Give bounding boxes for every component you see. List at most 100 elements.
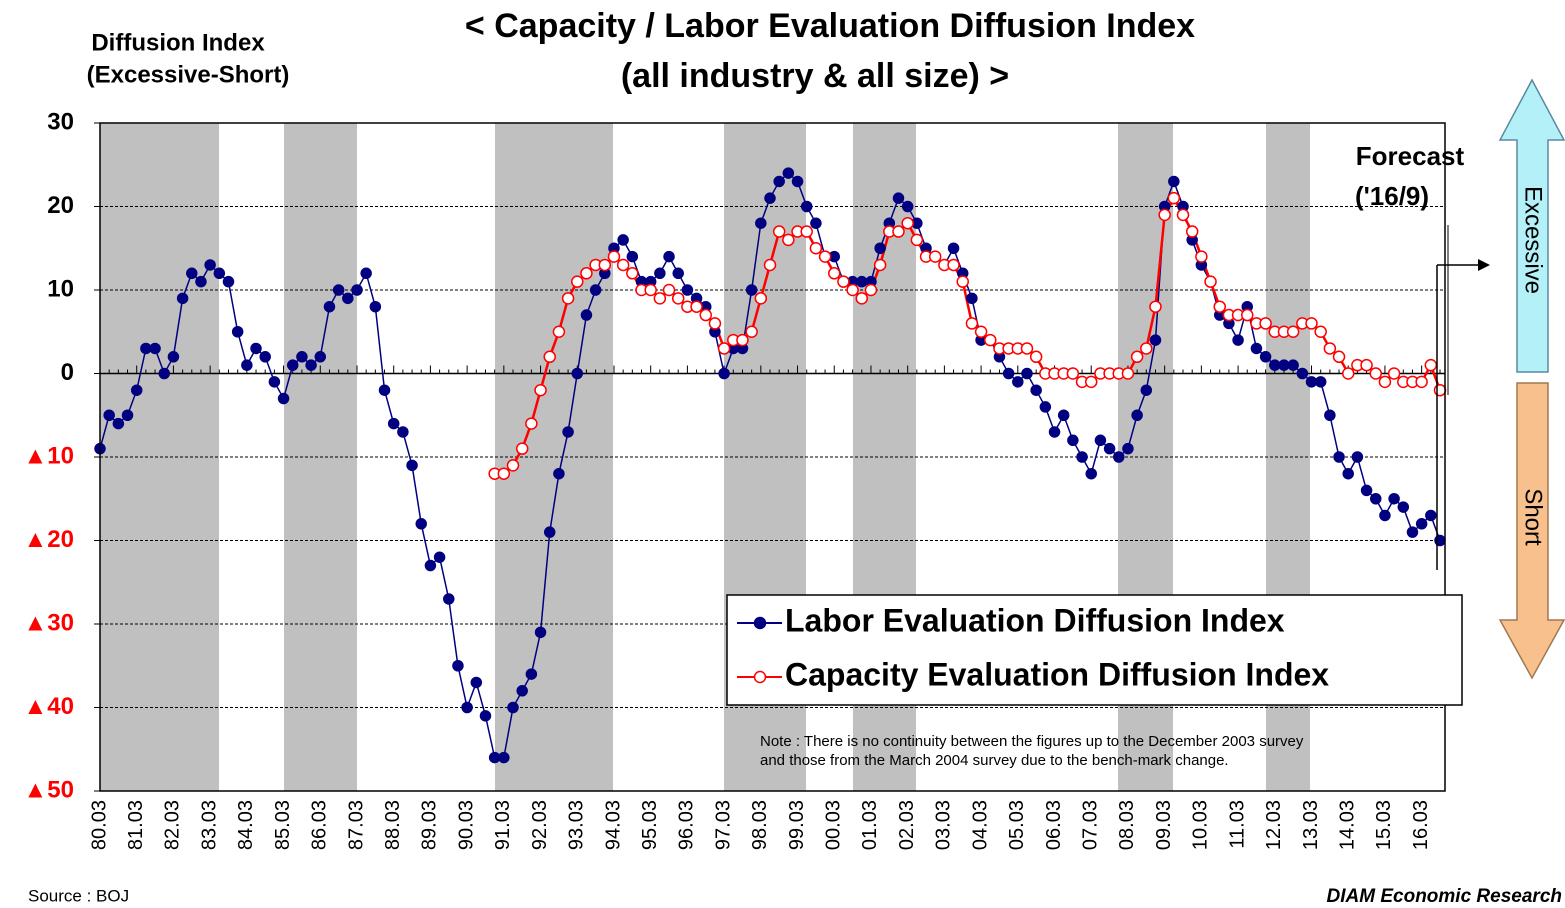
series-point	[1012, 376, 1024, 388]
x-tick-label: 99.03	[786, 800, 808, 850]
series-point	[1176, 208, 1190, 222]
chart-subtitle: (all industry & all size) >	[621, 57, 1009, 95]
series-point	[1415, 375, 1428, 389]
series-point	[1084, 375, 1098, 389]
series-point	[1342, 467, 1354, 480]
series-point	[415, 518, 427, 530]
series-point	[589, 284, 602, 296]
series-point	[1067, 434, 1079, 447]
x-tick-label: 91.03	[492, 800, 514, 850]
series-point	[855, 292, 869, 305]
x-tick-label: 01.03	[859, 800, 881, 850]
x-tick-label: 86.03	[309, 800, 331, 850]
x-tick-label: 14.03	[1337, 800, 1359, 850]
series-point	[213, 267, 226, 280]
y-tick-label: 30	[47, 108, 74, 135]
x-tick-label: 04.03	[969, 800, 991, 850]
x-tick-label: 10.03	[1190, 800, 1212, 850]
series-point	[1131, 409, 1143, 421]
x-tick-label: 02.03	[896, 800, 918, 850]
series-point	[1167, 191, 1181, 205]
series-point	[571, 275, 584, 288]
series-point	[901, 216, 914, 230]
legend-entries: Labor Evaluation Diffusion Index Capacity…	[737, 602, 1329, 692]
y-tick-label: 0	[61, 359, 74, 386]
series-point	[277, 392, 290, 405]
series-point	[231, 326, 244, 338]
series-point	[708, 317, 722, 330]
x-tick-label: 13.03	[1300, 800, 1322, 850]
series-point	[1195, 250, 1208, 263]
series-point	[1250, 342, 1263, 355]
series-point	[928, 250, 942, 263]
x-tick-label: 00.03	[823, 800, 845, 850]
series-point	[1370, 493, 1382, 505]
series-point	[1415, 518, 1428, 530]
series-point	[1232, 334, 1244, 346]
series-point	[130, 384, 143, 396]
series-point	[1168, 175, 1180, 188]
series-point	[1286, 325, 1300, 338]
series-point	[910, 233, 924, 247]
series-point	[1076, 451, 1088, 463]
series-point	[1406, 526, 1419, 538]
series-point	[351, 284, 363, 296]
series-point	[1379, 509, 1391, 522]
series-point	[1039, 401, 1052, 413]
series-point	[378, 384, 391, 396]
series-point	[1185, 225, 1199, 238]
series-point	[1305, 317, 1318, 330]
series-point	[1259, 317, 1272, 330]
series-point	[1140, 384, 1153, 396]
series-point	[1057, 409, 1070, 421]
chart-title: < Capacity / Labor Evaluation Diffusion …	[465, 7, 1195, 45]
series-point	[718, 367, 730, 380]
x-tick-label: 81.03	[125, 800, 147, 850]
series-point	[755, 217, 767, 229]
series-point	[314, 351, 327, 363]
series-point	[810, 217, 822, 229]
series-point	[754, 292, 768, 305]
series-point	[387, 417, 400, 430]
y-axis-title: (Excessive-Short)	[87, 61, 290, 88]
forecast-arrowhead	[1478, 259, 1490, 271]
series-point	[1094, 434, 1107, 447]
series-point	[1048, 426, 1061, 438]
x-tick-label: 96.03	[676, 800, 698, 850]
series-point	[626, 267, 639, 280]
series-point	[204, 259, 216, 271]
series-point	[846, 283, 859, 297]
series-point	[1424, 358, 1438, 372]
series-point	[1351, 451, 1364, 463]
series-point	[461, 701, 473, 714]
series-point	[1425, 509, 1437, 522]
excessive-arrow	[1498, 78, 1565, 373]
forecast-label: ('16/9)	[1355, 181, 1429, 211]
series-point	[534, 626, 547, 639]
series-point	[1029, 350, 1043, 364]
series-point	[241, 359, 253, 371]
source: Source : BOJ	[28, 886, 129, 905]
y-tick-label: ▲20	[24, 526, 74, 553]
series-point	[1149, 300, 1162, 313]
series-point	[1213, 300, 1226, 313]
x-tick-label: 80.03	[88, 800, 110, 850]
series-point	[323, 300, 336, 313]
series-point	[864, 283, 878, 297]
x-tick-label: 08.03	[1116, 800, 1138, 850]
x-tick-label: 16.03	[1410, 800, 1432, 850]
series-point	[1020, 342, 1034, 355]
y-tick-label: ▲30	[24, 609, 74, 636]
series-point	[662, 283, 676, 297]
note: Note : There is no continuity between th…	[760, 733, 1304, 750]
series-point	[525, 417, 538, 430]
series-point	[1122, 442, 1134, 455]
x-tick-label: 09.03	[1153, 800, 1175, 850]
series-point	[112, 417, 125, 430]
series-point	[286, 359, 299, 371]
series-point	[1324, 409, 1336, 421]
series-point	[534, 383, 547, 397]
series-point	[791, 175, 804, 188]
series-point	[956, 275, 969, 288]
series-point	[809, 242, 823, 255]
